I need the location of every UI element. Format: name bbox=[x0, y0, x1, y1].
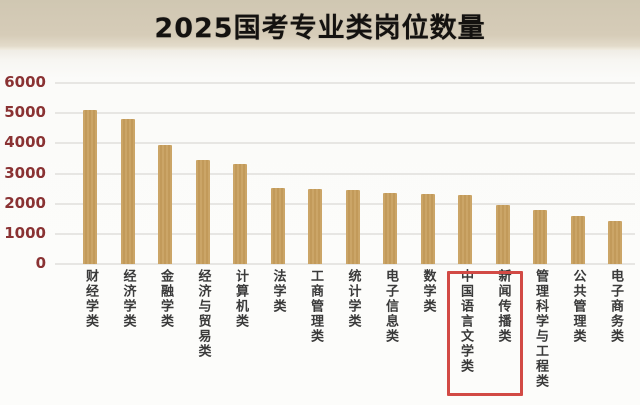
x-label-公共管理类: 公共管理类 bbox=[570, 269, 586, 344]
x-label-数学类: 数学类 bbox=[420, 269, 436, 314]
x-label-管理科学与工程类: 管理科学与工程类 bbox=[533, 269, 548, 389]
y-tick-label-6000: 6000 bbox=[4, 73, 46, 91]
gridline-6000 bbox=[55, 82, 635, 84]
bar-公共管理类 bbox=[570, 216, 585, 264]
bar-统计学类 bbox=[345, 190, 360, 264]
gridline-0 bbox=[55, 263, 635, 265]
gridline-5000 bbox=[55, 112, 635, 115]
x-label-法学类: 法学类 bbox=[270, 269, 286, 314]
x-label-新闻传播类: 新闻传播类 bbox=[495, 269, 511, 344]
bar-财经学类 bbox=[83, 110, 97, 264]
bar-中国语言文学类 bbox=[458, 194, 472, 264]
x-label-计算机类: 计算机类 bbox=[233, 269, 248, 329]
x-label-中国语言文学类: 中国语言文学类 bbox=[458, 269, 473, 374]
x-label-经济学类: 经济学类 bbox=[120, 269, 136, 329]
bar-chart: 0 1000 2000 3000 4000 5000 6000 财经学类 经济学类 金融学类 经济… bbox=[0, 50, 640, 405]
bar-经济学类 bbox=[120, 119, 135, 264]
bar-计算机类 bbox=[233, 164, 247, 264]
gridline-3000 bbox=[55, 172, 635, 175]
bar-数学类 bbox=[420, 194, 435, 264]
x-label-电子商务类: 电子商务类 bbox=[608, 269, 623, 344]
x-label-金融学类: 金融学类 bbox=[158, 269, 173, 329]
gridline-4000 bbox=[55, 142, 635, 145]
x-label-经济与贸易类: 经济与贸易类 bbox=[195, 269, 211, 359]
bar-电子商务类 bbox=[608, 220, 622, 264]
title-banner: 2025国考专业类岗位数量 bbox=[0, 0, 640, 50]
y-tick-label-0: 0 bbox=[35, 254, 46, 272]
bar-法学类 bbox=[270, 187, 285, 264]
bar-经济与贸易类 bbox=[195, 159, 210, 264]
y-tick-label-2000: 2000 bbox=[4, 193, 46, 212]
gridline-1000 bbox=[55, 232, 635, 235]
bar-管理科学与工程类 bbox=[533, 209, 547, 264]
bar-工商管理类 bbox=[308, 188, 322, 264]
bar-新闻传播类 bbox=[495, 205, 510, 264]
x-label-电子信息类: 电子信息类 bbox=[383, 269, 398, 344]
bar-金融学类 bbox=[158, 144, 172, 264]
y-tick-label-1000: 1000 bbox=[4, 223, 46, 242]
y-tick-label-4000: 4000 bbox=[4, 133, 46, 152]
x-label-工商管理类: 工商管理类 bbox=[308, 269, 323, 344]
bar-电子信息类 bbox=[383, 193, 397, 264]
chart-title: 2025国考专业类岗位数量 bbox=[154, 12, 486, 44]
x-label-统计学类: 统计学类 bbox=[345, 269, 361, 329]
y-tick-label-3000: 3000 bbox=[4, 163, 46, 182]
y-tick-label-5000: 5000 bbox=[4, 103, 46, 122]
x-label-财经学类: 财经学类 bbox=[83, 269, 98, 329]
highlight-red-box bbox=[447, 271, 523, 396]
gridline-2000 bbox=[55, 202, 635, 205]
